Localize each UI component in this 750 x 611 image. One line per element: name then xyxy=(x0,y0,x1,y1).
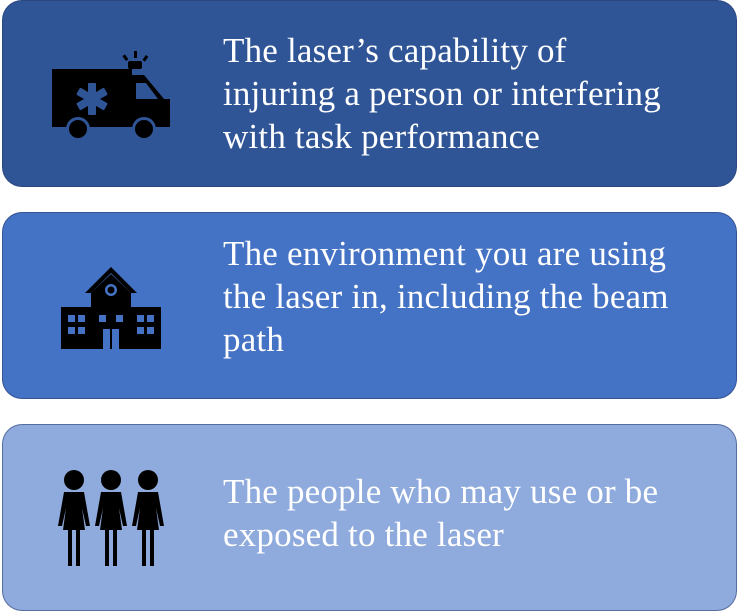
card-people: The people who may use or be exposed to … xyxy=(2,424,737,611)
people-group-icon xyxy=(57,469,164,566)
card-icon-container xyxy=(33,213,188,398)
card-text: The laser’s capability of injuring a per… xyxy=(223,31,661,156)
card-environment: The environment you are using the laser … xyxy=(2,212,737,399)
card-icon-container xyxy=(33,1,188,186)
school-building-icon xyxy=(60,266,161,349)
card-icon-container xyxy=(33,425,188,610)
ambulance-icon xyxy=(51,50,170,139)
card-text: The people who may use or be exposed to … xyxy=(223,472,659,554)
card-laser-capability: The laser’s capability of injuring a per… xyxy=(2,0,737,187)
card-text: The environment you are using the laser … xyxy=(223,234,669,359)
